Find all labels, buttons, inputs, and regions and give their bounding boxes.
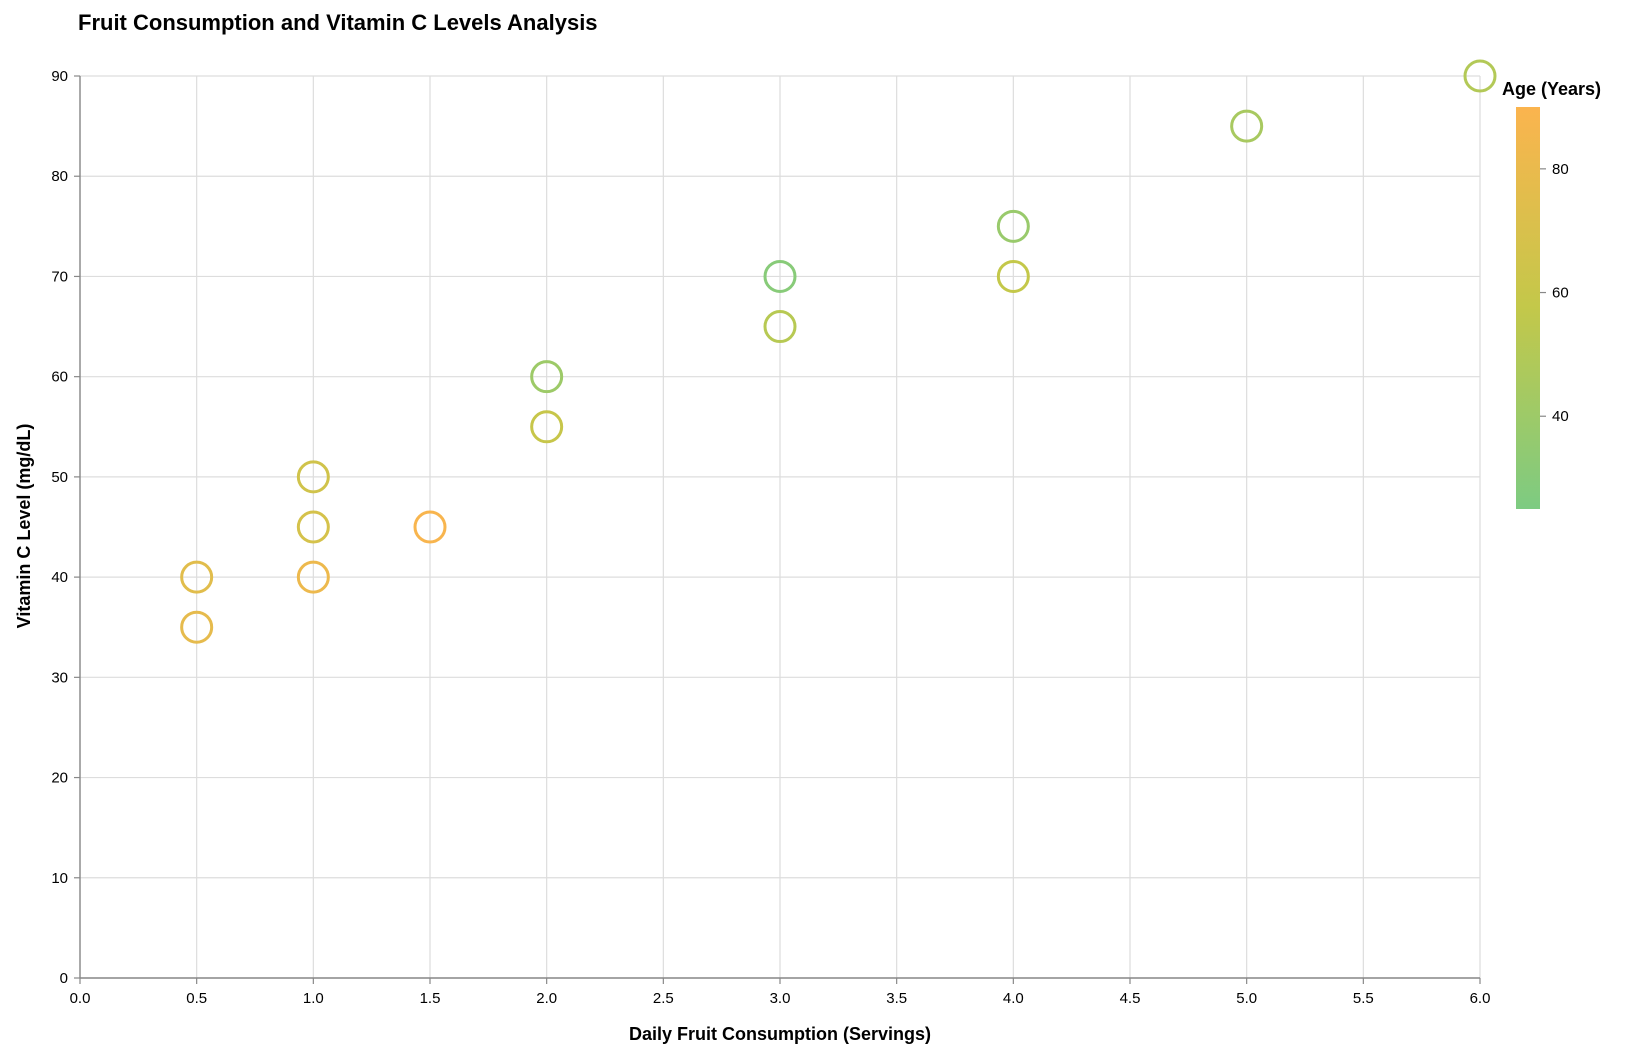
y-tick-label: 60 [51, 369, 68, 386]
legend-gradient-bar [1516, 107, 1540, 509]
data-point [180, 560, 214, 594]
grid [79, 75, 1481, 979]
data-point [413, 510, 447, 544]
y-tick-label: 80 [51, 168, 68, 185]
x-tick-label: 1.0 [303, 990, 324, 1007]
x-tick-label: 0.5 [186, 990, 207, 1007]
data-point [296, 560, 330, 594]
x-tick-label: 3.0 [770, 990, 791, 1007]
data-point [763, 259, 797, 293]
legend-tick-label: 80 [1552, 161, 1569, 178]
x-tick-label: 5.5 [1353, 990, 1374, 1007]
legend-ticks: 40 60 80 [1540, 161, 1569, 425]
axes [74, 75, 1481, 984]
y-tick-label: 0 [60, 970, 68, 987]
data-point [180, 610, 214, 644]
legend-title: Age (Years) [1502, 79, 1601, 99]
legend-tick-label: 60 [1552, 285, 1569, 302]
data-point [296, 460, 330, 494]
x-tick-label: 4.5 [1120, 990, 1141, 1007]
legend-tick-label: 40 [1552, 408, 1569, 425]
y-tick-label: 70 [51, 268, 68, 285]
data-point [1230, 109, 1264, 143]
y-axis-label: Vitamin C Level (mg/dL) [14, 424, 34, 629]
x-tick-label: 3.5 [886, 990, 907, 1007]
y-tick-label: 50 [51, 469, 68, 486]
x-tick-label: 1.5 [420, 990, 441, 1007]
data-point [530, 410, 564, 444]
y-tick-label: 90 [51, 68, 68, 85]
data-point [763, 310, 797, 344]
data-point [296, 510, 330, 544]
data-points [180, 59, 1497, 644]
x-tick-label: 2.0 [536, 990, 557, 1007]
y-tick-label: 10 [51, 870, 68, 887]
x-tick-label: 0.0 [70, 990, 91, 1007]
tick-labels: 0.0 0.5 1.0 1.5 2.0 2.5 3.0 3.5 4.0 4.5 5.0 5.5 6.0 0… [51, 68, 1490, 1007]
data-point [530, 360, 564, 394]
y-tick-label: 20 [51, 770, 68, 787]
x-axis-label: Daily Fruit Consumption (Servings) [629, 1024, 931, 1044]
data-point [996, 259, 1030, 293]
data-point [1463, 59, 1497, 93]
legend: Age (Years) 40 60 80 [1502, 79, 1601, 509]
x-tick-label: 6.0 [1470, 990, 1491, 1007]
x-tick-label: 5.0 [1236, 990, 1257, 1007]
y-tick-label: 30 [51, 669, 68, 686]
x-tick-label: 4.0 [1003, 990, 1024, 1007]
y-tick-label: 40 [51, 569, 68, 586]
data-point [996, 209, 1030, 243]
chart-title: Fruit Consumption and Vitamin C Levels A… [78, 10, 598, 35]
x-tick-label: 2.5 [653, 990, 674, 1007]
